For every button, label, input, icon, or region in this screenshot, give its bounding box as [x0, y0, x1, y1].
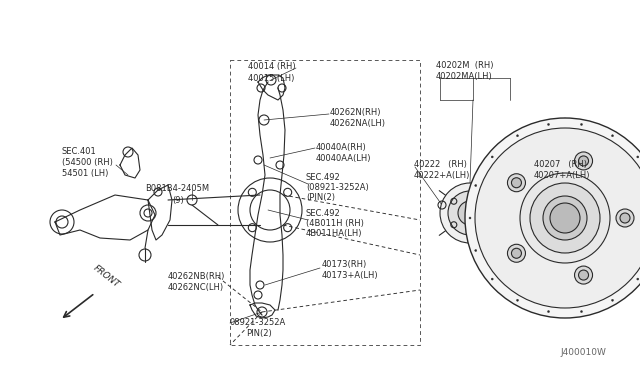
- Text: 40222   (RH): 40222 (RH): [414, 160, 467, 169]
- Circle shape: [550, 203, 580, 233]
- Text: (PIN(2): (PIN(2): [306, 193, 335, 202]
- Circle shape: [475, 250, 477, 251]
- Text: (08921-3252A): (08921-3252A): [306, 183, 369, 192]
- Text: 40207   (RH): 40207 (RH): [534, 160, 587, 169]
- Circle shape: [508, 244, 525, 262]
- Text: 40040AA(LH): 40040AA(LH): [316, 154, 371, 163]
- Circle shape: [516, 135, 518, 137]
- Text: 40015 (LH): 40015 (LH): [248, 74, 294, 83]
- Circle shape: [511, 248, 522, 258]
- Circle shape: [458, 201, 482, 225]
- Circle shape: [543, 196, 587, 240]
- Circle shape: [547, 311, 550, 312]
- Text: 40207+A(LH): 40207+A(LH): [534, 171, 591, 180]
- Text: PIN(2): PIN(2): [246, 329, 272, 338]
- Circle shape: [440, 183, 500, 243]
- Circle shape: [620, 213, 630, 223]
- Circle shape: [637, 278, 639, 280]
- Circle shape: [547, 124, 550, 125]
- Circle shape: [575, 152, 593, 170]
- Text: B081B4-2405M: B081B4-2405M: [145, 184, 209, 193]
- Text: 40202M  (RH): 40202M (RH): [436, 61, 493, 70]
- Circle shape: [580, 311, 582, 312]
- Circle shape: [508, 174, 525, 192]
- Circle shape: [448, 191, 492, 235]
- Text: SEC.492: SEC.492: [306, 173, 340, 182]
- Text: J400010W: J400010W: [560, 348, 606, 357]
- Text: (54500 (RH): (54500 (RH): [62, 158, 113, 167]
- Circle shape: [492, 278, 493, 280]
- Text: 40173(RH): 40173(RH): [322, 260, 367, 269]
- Text: FRONT: FRONT: [92, 264, 122, 290]
- Text: 40222+A(LH): 40222+A(LH): [414, 171, 470, 180]
- Circle shape: [511, 178, 522, 188]
- Circle shape: [465, 118, 640, 318]
- Text: 40202MA(LH): 40202MA(LH): [436, 72, 493, 81]
- Circle shape: [469, 217, 471, 219]
- Text: SEC.401: SEC.401: [62, 147, 97, 156]
- Circle shape: [530, 183, 600, 253]
- Text: 40262N(RH): 40262N(RH): [330, 108, 381, 117]
- Text: 40014 (RH): 40014 (RH): [248, 62, 296, 71]
- Text: 40262NC(LH): 40262NC(LH): [168, 283, 224, 292]
- Text: 4B011HA(LH): 4B011HA(LH): [306, 229, 362, 238]
- Text: SEC.492: SEC.492: [306, 209, 340, 218]
- Text: 40262NB(RH): 40262NB(RH): [168, 272, 225, 281]
- Text: 40173+A(LH): 40173+A(LH): [322, 271, 379, 280]
- Circle shape: [579, 156, 589, 166]
- Circle shape: [579, 270, 589, 280]
- Circle shape: [475, 128, 640, 308]
- Circle shape: [520, 173, 610, 263]
- Circle shape: [492, 156, 493, 158]
- Circle shape: [611, 299, 614, 301]
- Text: 40040A(RH): 40040A(RH): [316, 143, 367, 152]
- Text: 40262NA(LH): 40262NA(LH): [330, 119, 386, 128]
- Text: 08921-3252A: 08921-3252A: [230, 318, 286, 327]
- Text: 54501 (LH): 54501 (LH): [62, 169, 108, 178]
- Circle shape: [516, 299, 518, 301]
- Circle shape: [616, 209, 634, 227]
- Circle shape: [611, 135, 614, 137]
- Text: (4B011H (RH): (4B011H (RH): [306, 219, 364, 228]
- Text: (9): (9): [172, 196, 184, 205]
- Circle shape: [580, 124, 582, 125]
- Circle shape: [637, 156, 639, 158]
- Circle shape: [475, 185, 477, 186]
- Circle shape: [575, 266, 593, 284]
